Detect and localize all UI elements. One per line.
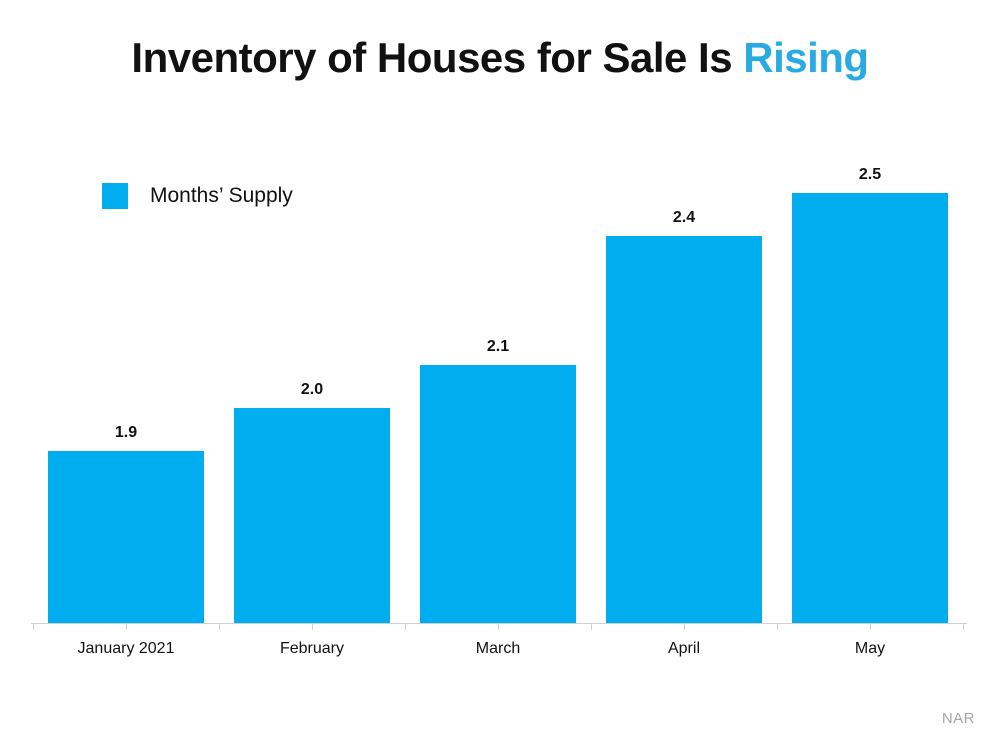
bar bbox=[420, 365, 576, 623]
axis-tick bbox=[963, 624, 964, 630]
bar bbox=[234, 408, 390, 623]
x-axis-line bbox=[31, 623, 967, 624]
axis-tick bbox=[870, 624, 871, 630]
axis-tick bbox=[684, 624, 685, 630]
axis-tick bbox=[219, 624, 220, 630]
bar-value-label: 1.9 bbox=[114, 424, 138, 441]
category-label: May bbox=[854, 640, 886, 657]
legend-swatch-icon bbox=[102, 183, 128, 209]
axis-tick bbox=[405, 624, 406, 630]
axis-tick bbox=[126, 624, 127, 630]
legend: Months’ Supply bbox=[102, 183, 293, 209]
axis-tick bbox=[498, 624, 499, 630]
bar bbox=[48, 451, 204, 623]
axis-tick bbox=[591, 624, 592, 630]
title-accent-text: Rising bbox=[743, 34, 869, 81]
category-label: April bbox=[667, 640, 700, 657]
bar bbox=[792, 193, 948, 623]
axis-tick bbox=[777, 624, 778, 630]
axis-tick bbox=[312, 624, 313, 630]
page-title: Inventory of Houses for Sale Is Rising bbox=[0, 34, 1000, 82]
bar-value-label: 2.4 bbox=[672, 209, 696, 226]
axis-tick bbox=[33, 624, 34, 630]
category-label: March bbox=[475, 640, 521, 657]
bar-value-label: 2.1 bbox=[486, 338, 510, 355]
legend-label: Months’ Supply bbox=[150, 184, 293, 207]
category-label: February bbox=[279, 640, 345, 657]
bar-value-label: 2.5 bbox=[858, 166, 882, 183]
title-text: Inventory of Houses for Sale Is bbox=[131, 34, 744, 81]
bar bbox=[606, 236, 762, 623]
bar-value-label: 2.0 bbox=[300, 381, 324, 398]
source-label: NAR bbox=[941, 710, 975, 727]
category-label: January 2021 bbox=[77, 640, 175, 657]
